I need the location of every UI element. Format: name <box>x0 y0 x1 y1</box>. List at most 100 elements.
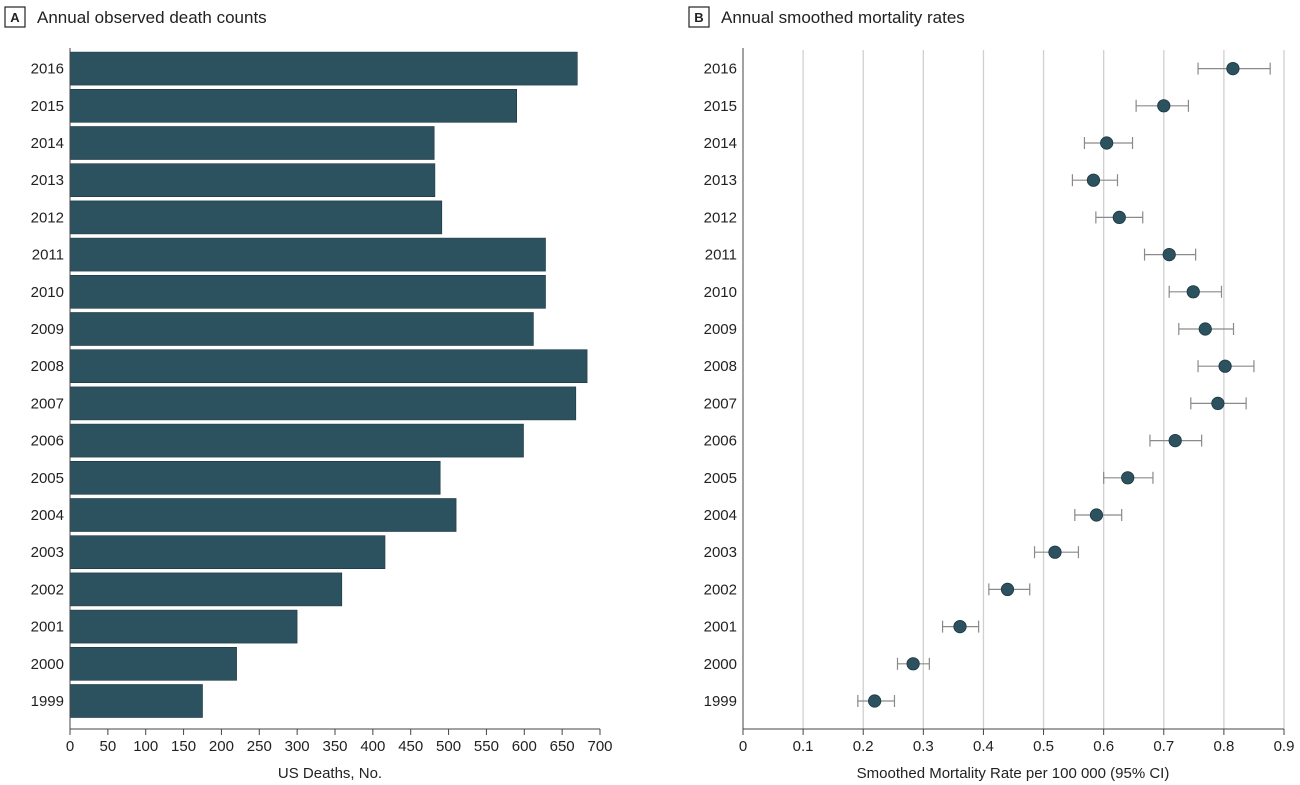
panel-b-y-tick-label: 2007 <box>704 395 737 412</box>
panel-a-y-tick-label: 2004 <box>31 507 64 524</box>
panel-a-header: A Annual observed death counts <box>4 6 267 28</box>
bar-2012 <box>69 200 443 235</box>
panel-a-y-tick-label: 2015 <box>31 98 64 115</box>
point-2001 <box>953 619 967 634</box>
panel-a-x-tick-label: 100 <box>133 738 158 755</box>
panel-a-x-tick-label: 400 <box>360 738 385 755</box>
panel-b-y-tick-label: 2016 <box>704 61 737 78</box>
bar-2003 <box>69 535 386 570</box>
panel-a-x-tick-label: 550 <box>474 738 499 755</box>
point-2013 <box>1086 173 1101 187</box>
point-2006 <box>1168 433 1182 448</box>
point-2005 <box>1121 471 1135 485</box>
panel-b-y-tick-label: 2009 <box>704 321 737 338</box>
panel-b-x-tick-label: 0.7 <box>1153 738 1174 755</box>
panel-b-title: Annual smoothed mortality rates <box>721 8 965 27</box>
panel-a-y-tick-label: 2009 <box>31 321 64 338</box>
panel-b-x-tick-label: 0.4 <box>973 738 994 755</box>
point-2003 <box>1048 545 1062 559</box>
panel-a-y-tick-label: 2001 <box>31 619 64 636</box>
panel-b-y-tick-label: 2008 <box>704 358 737 375</box>
panel-a-bar-chart: 2016201520142013201220112010200920082007… <box>31 48 613 755</box>
point-2007 <box>1211 396 1225 410</box>
point-1999 <box>868 694 882 708</box>
panel-a-y-tick-label: 2013 <box>31 172 64 189</box>
panel-b-dot-plot: 2016 2015 2014 2013 2012 2011 2010 2009 2008 2007… <box>704 48 1295 755</box>
panel-a-x-tick-label: 300 <box>285 738 310 755</box>
bar-2004 <box>69 498 457 532</box>
panel-b-y-tick-label: 2002 <box>704 581 737 598</box>
panel-b-x-tick-label: 0.8 <box>1213 738 1234 755</box>
panel-b-y-tick-label: 2013 <box>704 172 737 189</box>
panel-a-y-tick-label: 2000 <box>31 656 64 673</box>
panel-a-title: Annual observed death counts <box>37 8 267 27</box>
panel-a-x-tick-label: 0 <box>66 738 74 755</box>
panel-a-x-tick-label: 200 <box>209 738 234 755</box>
point-2008 <box>1218 359 1232 373</box>
point-2015 <box>1157 99 1171 113</box>
panel-a-x-tick-label: 450 <box>398 738 423 755</box>
panel-a-y-tick-label: 2002 <box>31 581 64 598</box>
bar-2000 <box>69 646 237 681</box>
panel-a-x-tick-label: 350 <box>322 738 347 755</box>
panel-b-y-tick-label: 2000 <box>704 656 737 673</box>
bar-2009 <box>69 312 534 346</box>
panel-b-x-tick-label: 0 <box>739 738 747 755</box>
bar-2008 <box>69 349 588 384</box>
panel-b-y-tick-label: 1999 <box>704 693 737 710</box>
point-2002 <box>1000 582 1015 597</box>
panel-b-x-tick-label: 0.2 <box>853 738 874 755</box>
bar-2010 <box>69 274 546 309</box>
panel-a-y-tick-label: 2014 <box>31 135 64 152</box>
panel-a-x-tick-label: 600 <box>512 738 537 755</box>
bar-2007 <box>69 386 577 421</box>
panel-a-y-tick-label: 2016 <box>31 61 64 78</box>
bar-2015 <box>69 89 518 123</box>
panel-b-y-tick-label: 2001 <box>704 619 737 636</box>
panel-a-y-tick-label: 2011 <box>32 247 64 264</box>
bar-2016 <box>69 51 578 86</box>
panel-a-badge <box>4 6 26 28</box>
point-2009 <box>1198 322 1212 336</box>
panel-a-x-tick-label: 650 <box>550 738 575 755</box>
panel-a-x-tick-label: 700 <box>587 738 612 755</box>
panel-b-y-tick-label: 2015 <box>704 98 737 115</box>
panel-a-y-tick-label: 2012 <box>31 209 64 226</box>
panel-b-x-tick-label: 0.9 <box>1274 738 1295 755</box>
panel-b-x-axis-title: Smoothed Mortality Rate per 100 000 (95%… <box>857 765 1170 782</box>
bar-2013 <box>69 163 436 197</box>
point-2016 <box>1226 61 1240 76</box>
panel-a-y-tick-label: 2010 <box>31 284 64 301</box>
panel-b-y-tick-label: 2003 <box>704 544 737 561</box>
bar-1999 <box>69 684 203 718</box>
panel-b-header: B Annual smoothed mortality rates <box>688 6 965 28</box>
panel-b-y-tick-label: 2011 <box>705 247 737 264</box>
point-2000 <box>906 657 920 671</box>
panel-a-x-tick-label: 50 <box>100 738 117 755</box>
panel-b-y-tick-label: 2006 <box>704 433 737 450</box>
panel-a-y-tick-label: 2008 <box>31 358 64 375</box>
bar-2011 <box>69 237 546 272</box>
panel-b-x-tick-label: 0.6 <box>1093 738 1114 755</box>
panel-a-y-tick-label: 2005 <box>31 470 64 487</box>
panel-a-x-axis-title: US Deaths, No. <box>278 765 382 782</box>
point-2012 <box>1112 210 1126 224</box>
panel-b-y-tick-label: 2005 <box>704 470 737 487</box>
bar-2001 <box>69 609 298 644</box>
panel-b-x-tick-label: 0.3 <box>913 738 934 755</box>
panel-b-y-tick-label: 2012 <box>704 209 737 226</box>
bar-2005 <box>69 460 441 495</box>
panel-b-y-tick-label: 2010 <box>704 284 737 301</box>
panel-a-x-tick-label: 500 <box>436 738 461 755</box>
panel-b-x-tick-label: 0.5 <box>1033 738 1054 755</box>
panel-b-y-tick-label: 2004 <box>704 507 737 524</box>
point-2004 <box>1089 508 1104 522</box>
panel-a-y-tick-label: 2006 <box>31 433 64 450</box>
panel-b-letter: B <box>694 10 703 25</box>
panel-a-y-tick-label: 2003 <box>31 544 64 561</box>
panel-a-y-tick-label: 2007 <box>31 395 64 412</box>
panel-b-x-tick-label: 0.1 <box>793 738 814 755</box>
panel-a-letter: A <box>10 10 20 25</box>
